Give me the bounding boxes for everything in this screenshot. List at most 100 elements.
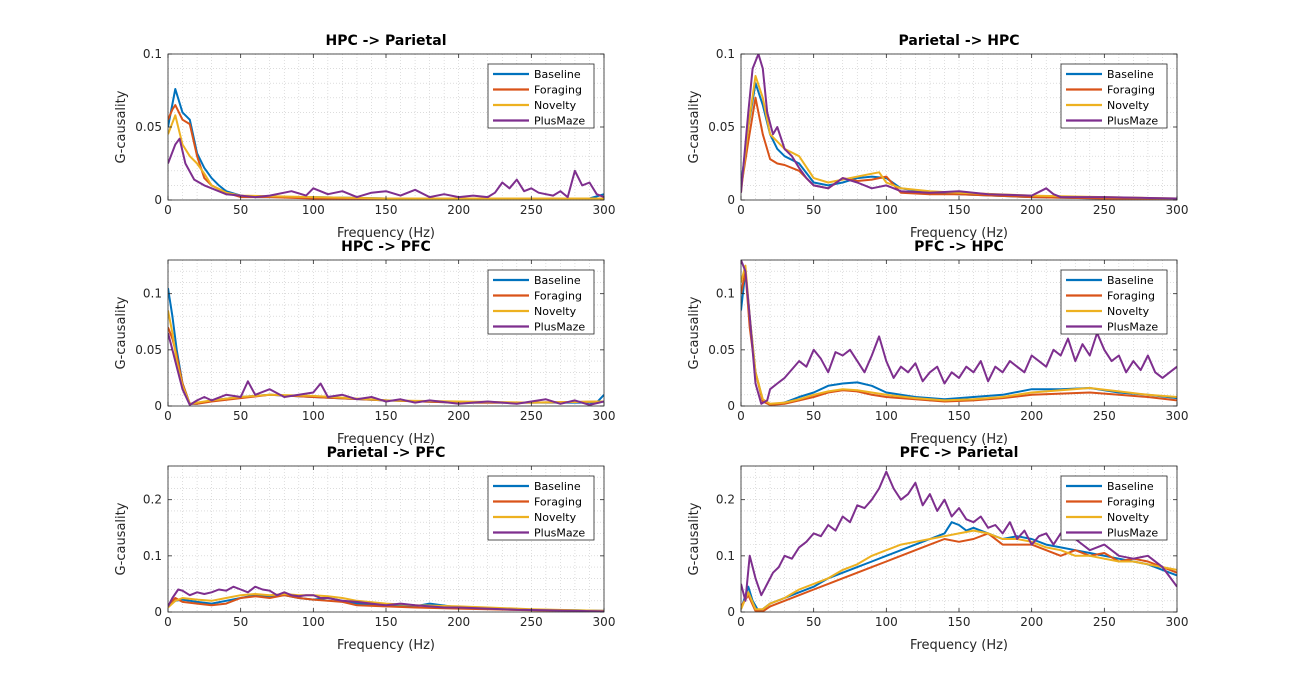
x-tick-label: 250 (520, 409, 543, 423)
y-tick-label: 0.1 (716, 47, 735, 61)
x-tick-label: 200 (1020, 615, 1043, 629)
legend-label-baseline: Baseline (534, 480, 581, 493)
x-tick-label: 100 (302, 615, 325, 629)
legend-label-foraging: Foraging (1107, 84, 1155, 97)
y-tick-label: 0.2 (716, 493, 735, 507)
y-tick-label: 0.05 (708, 120, 735, 134)
legend: Baseline Foraging Novelty PlusMaze (487, 63, 595, 129)
x-tick-label: 50 (233, 203, 248, 217)
x-tick-label: 0 (164, 615, 172, 629)
y-tick-label: 0.05 (708, 343, 735, 357)
legend-label-foraging: Foraging (1107, 290, 1155, 303)
legend-label-foraging: Foraging (534, 496, 582, 509)
series-line-novelty (168, 114, 604, 200)
subplot-4: 0 50 100 150 200 250 300 0 0.05 0.1 PFC -> HPC Freq… (687, 239, 1188, 447)
x-tick-label: 0 (737, 409, 745, 423)
series-line-novelty (168, 310, 604, 405)
y-tick-label: 0 (154, 605, 162, 619)
x-tick-label: 250 (1093, 409, 1116, 423)
legend-label-novelty: Novelty (534, 305, 577, 318)
legend-label-baseline: Baseline (534, 274, 581, 287)
legend-label-plusmaze: PlusMaze (534, 527, 585, 540)
x-tick-label: 0 (737, 203, 745, 217)
series-line-plusmaze (741, 260, 1177, 405)
y-tick-label: 0.1 (143, 47, 162, 61)
x-tick-label: 50 (806, 409, 821, 423)
legend: Baseline Foraging Novelty PlusMaze (1060, 63, 1168, 129)
chart-title: HPC -> Parietal (325, 33, 446, 49)
chart-title: Parietal -> PFC (327, 445, 446, 461)
x-tick-label: 150 (948, 409, 971, 423)
x-tick-label: 250 (520, 615, 543, 629)
legend: Baseline Foraging Novelty PlusMaze (1060, 269, 1168, 335)
y-tick-label: 0.1 (143, 287, 162, 301)
subplot-2: 0 50 100 150 200 250 300 0 0.05 0.1 Parietal -> HP… (687, 33, 1188, 241)
legend-label-baseline: Baseline (1107, 274, 1154, 287)
y-tick-label: 0 (727, 399, 735, 413)
subplot-6: 0 50 100 150 200 250 300 0 0.1 0.2 PFC -> Parietal… (687, 445, 1188, 653)
x-tick-label: 300 (593, 409, 616, 423)
x-tick-label: 150 (375, 615, 398, 629)
x-tick-label: 100 (302, 409, 325, 423)
x-tick-label: 100 (302, 203, 325, 217)
series-line-plusmaze (741, 54, 1177, 200)
x-tick-label: 250 (1093, 203, 1116, 217)
x-tick-label: 300 (1166, 409, 1189, 423)
x-tick-label: 150 (948, 203, 971, 217)
x-tick-label: 150 (375, 409, 398, 423)
y-tick-label: 0 (727, 605, 735, 619)
series-line-novelty (741, 264, 1177, 405)
y-tick-label: 0.1 (716, 549, 735, 563)
x-axis-label: Frequency (Hz) (337, 638, 435, 653)
series-line-plusmaze (168, 585, 604, 612)
legend: Baseline Foraging Novelty PlusMaze (1060, 475, 1168, 541)
y-tick-label: 0 (727, 193, 735, 207)
legend-label-novelty: Novelty (534, 511, 577, 524)
x-tick-label: 250 (1093, 615, 1116, 629)
legend-label-plusmaze: PlusMaze (534, 321, 585, 334)
subplot-5: 0 50 100 150 200 250 300 0 0.1 0.2 Parietal -> PFC… (114, 445, 615, 653)
y-axis-label: G-causality (687, 90, 702, 163)
x-tick-label: 200 (447, 203, 470, 217)
series-group (741, 260, 1177, 406)
y-axis-label: G-causality (687, 296, 702, 369)
x-axis-label: Frequency (Hz) (910, 638, 1008, 653)
y-tick-label: 0 (154, 399, 162, 413)
x-axis-label: Frequency (Hz) (337, 432, 435, 447)
subplot-3: 0 50 100 150 200 250 300 0 0.05 0.1 HPC -> PFC Freq… (114, 239, 615, 447)
x-tick-label: 300 (1166, 203, 1189, 217)
chart-title: PFC -> HPC (914, 239, 1004, 255)
chart-title: Parietal -> HPC (898, 33, 1019, 49)
x-tick-label: 100 (875, 409, 898, 423)
legend-box (487, 269, 595, 335)
subplot-1: 0 50 100 150 200 250 300 0 0.05 0.1 HPC -> Parieta… (114, 33, 615, 241)
series-line-plusmaze (168, 137, 604, 199)
legend-label-baseline: Baseline (1107, 480, 1154, 493)
legend-label-plusmaze: PlusMaze (1107, 321, 1158, 334)
x-axis-label: Frequency (Hz) (337, 226, 435, 241)
x-axis-label: Frequency (Hz) (910, 432, 1008, 447)
series-line-novelty (741, 529, 1177, 611)
legend-label-foraging: Foraging (1107, 496, 1155, 509)
x-tick-label: 300 (1166, 615, 1189, 629)
y-tick-label: 0.05 (135, 343, 162, 357)
series-line-plusmaze (168, 332, 604, 406)
legend-label-foraging: Foraging (534, 290, 582, 303)
x-tick-label: 50 (806, 203, 821, 217)
x-tick-label: 300 (593, 203, 616, 217)
legend: Baseline Foraging Novelty PlusMaze (487, 475, 595, 541)
series-group (168, 88, 604, 200)
legend-label-novelty: Novelty (1107, 99, 1150, 112)
y-tick-label: 0.05 (135, 120, 162, 134)
legend-label-baseline: Baseline (1107, 68, 1154, 81)
series-line-foraging (741, 532, 1177, 612)
x-tick-label: 100 (875, 203, 898, 217)
x-tick-label: 0 (164, 409, 172, 423)
y-axis-label: G-causality (687, 502, 702, 575)
series-group (741, 470, 1177, 612)
y-tick-label: 0 (154, 193, 162, 207)
series-group (168, 585, 604, 612)
legend-label-plusmaze: PlusMaze (1107, 527, 1158, 540)
y-axis-label: G-causality (114, 296, 129, 369)
